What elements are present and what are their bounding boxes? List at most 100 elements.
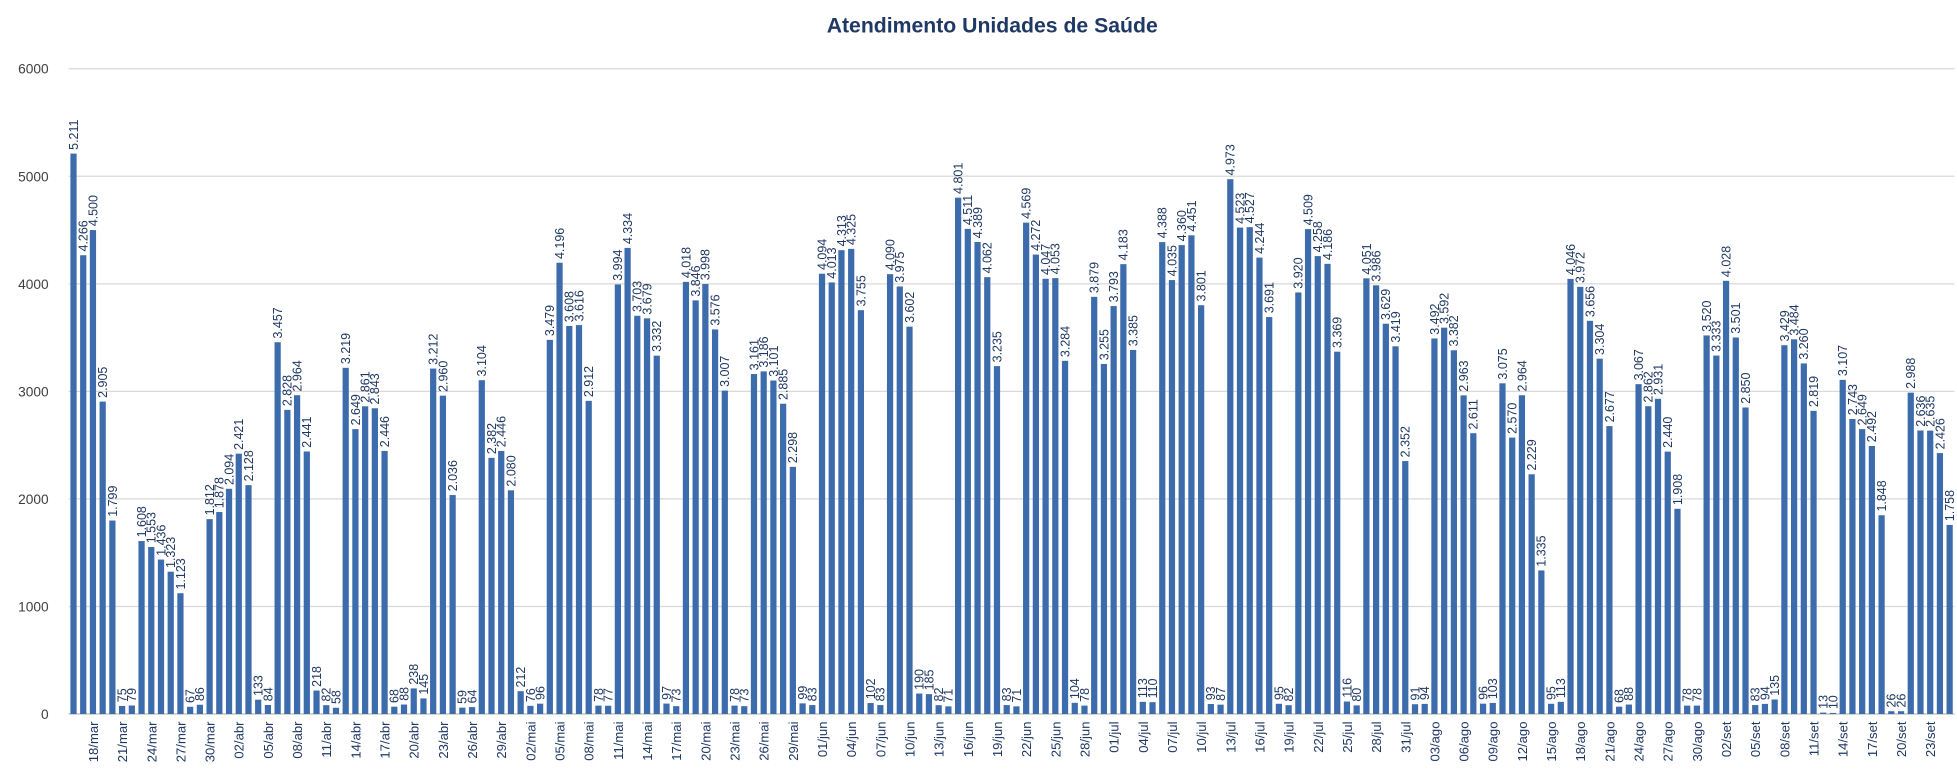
bar xyxy=(1509,437,1516,714)
bar xyxy=(1256,257,1263,714)
data-label: 2.828 xyxy=(281,375,295,406)
bar xyxy=(702,284,709,714)
data-label: 3.260 xyxy=(1797,328,1811,359)
bar xyxy=(1810,410,1817,714)
y-tick-label: 0 xyxy=(41,707,49,722)
data-label: 116 xyxy=(1340,678,1354,698)
data-label: 2.636 xyxy=(1914,396,1928,427)
x-tick-label: 02/abr xyxy=(232,721,247,759)
x-tick-label: 05/abr xyxy=(261,721,276,759)
data-label: 4.094 xyxy=(815,239,829,270)
data-label: 94 xyxy=(1758,686,1772,700)
data-label: 110 xyxy=(1146,678,1160,698)
data-label: 3.679 xyxy=(640,283,654,314)
data-label: 3.602 xyxy=(903,292,917,323)
bar xyxy=(507,490,515,714)
data-label: 96 xyxy=(533,686,547,700)
bar xyxy=(1285,705,1292,714)
data-label: 102 xyxy=(864,678,878,699)
data-label: 26 xyxy=(1894,694,1908,708)
data-label: 2.094 xyxy=(222,454,236,485)
data-label: 212 xyxy=(514,667,528,688)
data-label: 4.509 xyxy=(1301,194,1315,225)
data-label: 113 xyxy=(1554,678,1568,698)
bar xyxy=(1081,705,1088,714)
bar xyxy=(1771,699,1778,714)
x-tick-label: 28/jun xyxy=(1077,721,1092,757)
data-label: 3.592 xyxy=(1438,293,1452,324)
bar xyxy=(391,706,398,714)
bar xyxy=(1460,395,1467,714)
data-label: 94 xyxy=(1418,686,1432,700)
bar xyxy=(857,310,865,714)
data-label: 4.388 xyxy=(1156,207,1170,238)
data-label: 5.211 xyxy=(67,120,81,150)
data-label: 88 xyxy=(1622,687,1636,701)
bar xyxy=(1236,227,1244,714)
data-label: 58 xyxy=(329,690,343,704)
bar xyxy=(886,274,894,714)
bar xyxy=(838,250,845,714)
bar xyxy=(1042,278,1049,714)
x-tick-label: 17/abr xyxy=(378,721,393,759)
bar xyxy=(1353,705,1360,714)
bar xyxy=(1713,355,1720,714)
data-label: 3.255 xyxy=(1097,329,1111,360)
x-tick-label: 18/mar xyxy=(86,721,101,762)
data-label: 2.635 xyxy=(1924,396,1938,427)
bar xyxy=(1372,285,1380,714)
bar xyxy=(1431,338,1438,714)
bar xyxy=(1489,702,1496,714)
y-tick-label: 2000 xyxy=(18,492,49,507)
data-label: 4.325 xyxy=(845,214,859,245)
bar xyxy=(1411,704,1419,714)
bar xyxy=(566,325,573,714)
data-label: 3.501 xyxy=(1729,302,1743,333)
data-label: 13 xyxy=(1817,695,1831,709)
data-label: 3.212 xyxy=(427,334,441,365)
data-label: 2.964 xyxy=(1515,360,1529,391)
data-label: 1.799 xyxy=(106,486,120,517)
bar xyxy=(595,705,602,714)
bar xyxy=(770,380,777,714)
bar xyxy=(1032,254,1039,714)
x-tick-label: 14/mai xyxy=(640,721,655,760)
bar xyxy=(128,705,135,714)
bar xyxy=(303,451,310,714)
bar xyxy=(1693,705,1701,714)
bar xyxy=(1674,508,1681,714)
x-tick-label: 21/mar xyxy=(115,721,130,762)
bar xyxy=(1402,461,1409,714)
data-label: 2.963 xyxy=(1457,360,1471,391)
x-tick-label: 10/jul xyxy=(1194,721,1209,752)
data-label: 3.691 xyxy=(1263,282,1277,313)
data-label: 3.793 xyxy=(1107,271,1121,302)
bar xyxy=(1013,706,1020,714)
x-tick-label: 03/ago xyxy=(1427,721,1442,761)
x-tick-label: 17/mai xyxy=(669,721,684,760)
x-tick-label: 05/mai xyxy=(553,721,568,760)
data-label: 2.570 xyxy=(1506,403,1520,434)
bar xyxy=(1868,446,1875,714)
bar xyxy=(1159,242,1166,714)
x-tick-label: 29/mai xyxy=(786,721,801,760)
data-label: 64 xyxy=(465,689,479,703)
bar xyxy=(896,286,903,714)
data-label: 2.964 xyxy=(290,360,304,391)
bar xyxy=(1217,704,1224,714)
data-label: 113 xyxy=(1136,678,1150,698)
data-label: 4.051 xyxy=(1360,243,1374,274)
x-tick-label: 16/jun xyxy=(961,721,976,757)
data-label: 4.523 xyxy=(1233,193,1247,224)
data-label: 103 xyxy=(1486,678,1500,699)
data-label: 185 xyxy=(922,669,936,690)
data-label: 82 xyxy=(932,688,946,702)
data-label: 3.369 xyxy=(1331,317,1345,348)
data-label: 2.298 xyxy=(786,432,800,463)
data-label: 4.360 xyxy=(1175,210,1189,241)
data-label: 80 xyxy=(1350,688,1364,702)
bar xyxy=(1742,407,1749,714)
data-label: 3.284 xyxy=(1058,326,1072,357)
bar xyxy=(1829,712,1837,714)
data-label: 3.075 xyxy=(1496,348,1510,379)
